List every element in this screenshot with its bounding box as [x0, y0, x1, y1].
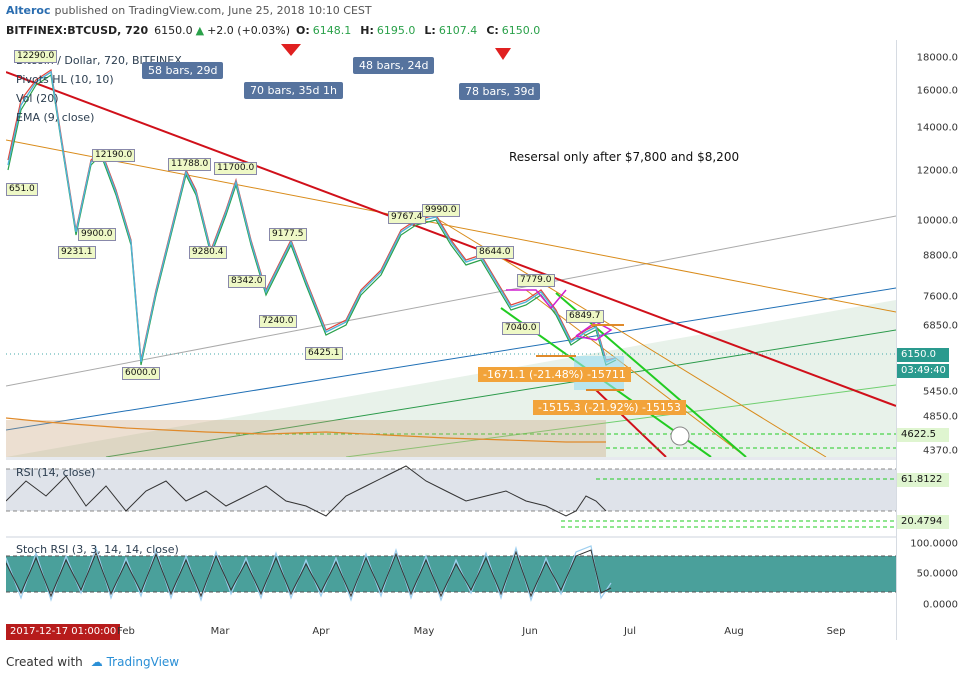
time-axis[interactable]: 2017-12-17 01:00:00 Feb Mar Apr May Jun …	[6, 624, 896, 640]
rsi-legend[interactable]: RSI (14, close)	[16, 466, 96, 479]
pivot-label: 12190.0	[92, 149, 136, 162]
rsi-lower-badge: 20.4794	[897, 515, 949, 529]
created-with-text: Created with	[6, 655, 83, 669]
pane-separator[interactable]	[6, 536, 896, 539]
price-change: +2.0 (+0.03%)	[207, 23, 291, 37]
stoch-tick: 50.0000	[916, 568, 958, 580]
pivot-label: 7240.0	[259, 315, 297, 328]
pivot-label: 651.0	[6, 183, 38, 196]
symbol-name[interactable]: BITFINEX:BTCUSD, 720	[6, 23, 149, 37]
price-tick: 12000.0	[916, 165, 958, 177]
up-arrow-icon: ▲	[195, 23, 205, 37]
stoch-rsi-pane[interactable]: Stoch RSI (3, 3, 14, 14, close)	[6, 538, 896, 624]
price-tick: 4370.0	[923, 445, 958, 457]
pivot-label: 9280.4	[189, 246, 227, 259]
pivot-label: 6849.7	[566, 310, 604, 323]
price-tick: 5450.0	[923, 386, 958, 398]
publish-info: published on TradingView.com, June 25, 2…	[54, 3, 372, 17]
time-tick: Aug	[724, 626, 744, 637]
low-label: L:	[424, 23, 436, 37]
price-tick: 8800.0	[923, 250, 958, 262]
time-tick: May	[413, 626, 435, 637]
price-tick: 14000.0	[916, 122, 958, 134]
price-tick: 16000.0	[916, 85, 958, 97]
pivot-label: 6000.0	[122, 367, 160, 380]
down-arrow-icon	[281, 44, 301, 56]
stoch-legend[interactable]: Stoch RSI (3, 3, 14, 14, close)	[16, 543, 179, 556]
pivot-label: 8644.0	[476, 246, 514, 259]
price-tick: 10000.0	[916, 215, 958, 227]
pivot-label: 9990.0	[422, 204, 460, 217]
current-price-badge: 6150.0	[897, 348, 949, 362]
main-legend: Bitcoin / Dollar, 720, BITFINEX Pivots H…	[16, 51, 182, 127]
chart-area[interactable]: Bitcoin / Dollar, 720, BITFINEX Pivots H…	[6, 40, 896, 640]
pivot-label: 9177.5	[269, 228, 307, 241]
close-value: 6150.0	[501, 23, 541, 37]
bars-label-a: 58 bars, 29d	[142, 62, 224, 79]
bars-label-c: 48 bars, 24d	[353, 57, 435, 74]
legend-volume[interactable]: Vol (20)	[16, 92, 59, 105]
time-tick: Jun	[522, 626, 538, 637]
open-value: 6148.1	[312, 23, 352, 37]
price-tick: 4850.0	[923, 411, 958, 423]
pivot-label: 7779.0	[517, 274, 555, 287]
price-axis[interactable]: 18000.0 16000.0 14000.0 12000.0 10000.0 …	[896, 40, 961, 640]
pivot-label: 12290.0	[14, 50, 58, 63]
low-value: 6107.4	[438, 23, 478, 37]
symbol-info-bar: BITFINEX:BTCUSD, 720 6150.0 ▲ +2.0 (+0.0…	[0, 20, 961, 40]
reversal-annotation: Resersal only after $7,800 and $8,200	[509, 150, 740, 164]
bars-label-b: 70 bars, 35d 1h	[244, 82, 343, 99]
rsi-upper-badge: 61.8122	[897, 473, 949, 487]
pivot-label: 7040.0	[502, 322, 540, 335]
crosshair-date-badge: 2017-12-17 01:00:00	[6, 624, 121, 640]
bars-label-d: 78 bars, 39d	[459, 83, 541, 100]
author-link[interactable]: Alteroc	[6, 3, 51, 17]
measure-label-second: -1515.3 (-21.92%) -15153	[533, 400, 686, 415]
pivot-label: 6425.1	[305, 347, 343, 360]
down-arrow-icon	[495, 48, 511, 60]
price-tick: 7600.0	[923, 291, 958, 303]
pane-separator[interactable]	[6, 457, 896, 460]
bars-arrow	[361, 48, 451, 49]
time-tick: Jul	[623, 626, 637, 637]
open-label: O:	[296, 23, 310, 37]
pivot-label: 9900.0	[78, 228, 116, 241]
rsi-pane-drawing	[6, 461, 896, 537]
publish-header: Alteroc published on TradingView.com, Ju…	[0, 0, 961, 20]
legend-pivots[interactable]: Pivots HL (10, 10)	[16, 73, 114, 86]
pivot-label: 9767.4	[388, 211, 426, 224]
pivot-label: 9231.1	[58, 246, 96, 259]
close-label: C:	[486, 23, 499, 37]
stoch-pane-drawing	[6, 538, 896, 624]
time-tick: Mar	[210, 626, 230, 637]
price-pane[interactable]: Bitcoin / Dollar, 720, BITFINEX Pivots H…	[6, 40, 896, 457]
cloud-icon: ☁	[90, 655, 103, 669]
stoch-tick: 0.0000	[923, 599, 958, 611]
pivot-label: 8342.0	[228, 275, 266, 288]
high-label: H:	[360, 23, 374, 37]
time-tick: Apr	[312, 626, 330, 637]
brand-label: TradingView	[106, 655, 180, 669]
high-value: 6195.0	[376, 23, 416, 37]
price-tick: 18000.0	[916, 52, 958, 64]
last-price: 6150.0	[154, 23, 193, 37]
footer: Created with ☁ TradingView	[0, 648, 961, 676]
legend-title[interactable]: Bitcoin / Dollar, 720, BITFINEX	[16, 54, 182, 67]
pivot-label: 11788.0	[168, 158, 212, 171]
bar-countdown-badge: 03:49:40	[897, 364, 949, 378]
time-tick: Sep	[826, 626, 846, 637]
rsi-pane[interactable]: RSI (14, close)	[6, 461, 896, 537]
level-badge: 4622.5	[897, 428, 949, 442]
measure-label-first: -1671.1 (-21.48%) -15711	[478, 367, 631, 382]
bars-arrow	[146, 48, 236, 49]
tradingview-logo[interactable]: ☁ TradingView	[91, 655, 179, 669]
price-tick: 6850.0	[923, 320, 958, 332]
time-tick: Feb	[117, 626, 135, 637]
stoch-tick: 100.0000	[910, 538, 958, 550]
legend-ema[interactable]: EMA (9, close)	[16, 111, 95, 124]
pivot-label: 11700.0	[214, 162, 258, 175]
